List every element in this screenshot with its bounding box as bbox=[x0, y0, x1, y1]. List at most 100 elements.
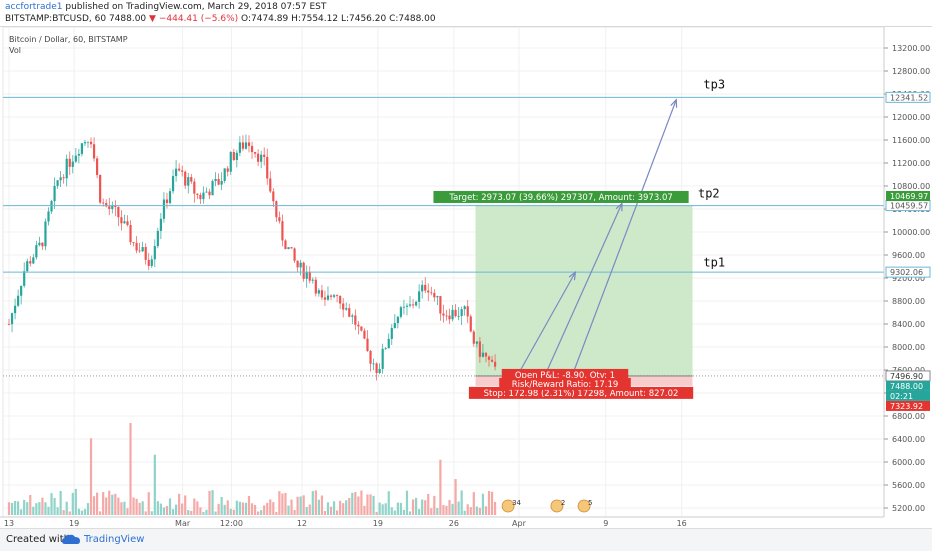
candle bbox=[7, 318, 11, 326]
volume-bar bbox=[53, 497, 56, 515]
candle bbox=[47, 207, 50, 226]
volume-bar bbox=[7, 502, 11, 515]
volume-bar bbox=[469, 507, 472, 515]
candle bbox=[223, 168, 226, 184]
volume-bar bbox=[281, 493, 284, 515]
volume-bar bbox=[478, 507, 481, 515]
volume-bar bbox=[345, 500, 348, 515]
candle bbox=[50, 199, 53, 214]
candle-body bbox=[178, 168, 181, 171]
trend-arrow[interactable] bbox=[545, 201, 623, 374]
volume-bar bbox=[493, 501, 497, 515]
candle bbox=[74, 148, 77, 164]
candle bbox=[296, 260, 299, 273]
volume-bar bbox=[421, 499, 424, 515]
volume-bar bbox=[10, 502, 14, 515]
profit-zone[interactable] bbox=[475, 204, 693, 376]
trend-arrow[interactable] bbox=[572, 98, 678, 374]
volume-bar bbox=[74, 488, 77, 515]
candle-body bbox=[345, 308, 348, 310]
candle-body bbox=[202, 192, 205, 200]
candle bbox=[427, 283, 430, 301]
candle bbox=[99, 174, 102, 205]
volume-bar bbox=[35, 503, 38, 515]
candle-body bbox=[102, 202, 105, 204]
price-tag[interactable]: 10469.97 bbox=[886, 190, 930, 201]
tradingview-brand[interactable]: TradingView bbox=[84, 534, 145, 545]
volume-bar bbox=[348, 497, 351, 515]
volume-bar bbox=[375, 511, 378, 515]
volume-bar bbox=[378, 502, 381, 515]
event-marker[interactable]: 5 bbox=[577, 499, 593, 513]
candle-body bbox=[53, 185, 56, 202]
volume-bar bbox=[314, 490, 317, 515]
price-tag-bg bbox=[886, 390, 930, 401]
price-chart[interactable]: Target: 2973.07 (39.66%) 297307, Amount:… bbox=[0, 26, 932, 529]
candle-body bbox=[138, 250, 141, 252]
candle bbox=[275, 200, 278, 223]
candle-body bbox=[159, 218, 162, 231]
price-tag[interactable]: 7323.92 bbox=[886, 400, 930, 411]
candle bbox=[439, 295, 442, 321]
candle bbox=[165, 192, 169, 209]
event-count: 2 bbox=[561, 499, 565, 507]
price-tag[interactable]: 7496.90 bbox=[885, 370, 931, 382]
candle bbox=[71, 155, 74, 174]
candle-body bbox=[348, 308, 351, 317]
trend-arrow[interactable] bbox=[518, 270, 577, 374]
volume-bar bbox=[190, 510, 193, 515]
candle-body bbox=[378, 368, 381, 374]
chart-area[interactable]: Target: 2973.07 (39.66%) 297307, Amount:… bbox=[0, 26, 932, 529]
candle bbox=[387, 333, 390, 349]
risk-reward-label[interactable]: Risk/Reward Ratio: 17.19 bbox=[499, 377, 631, 390]
level-price-tag[interactable]: 9302.06 bbox=[885, 266, 931, 278]
candle bbox=[244, 134, 248, 150]
candle-body bbox=[162, 199, 166, 219]
candle bbox=[190, 173, 193, 184]
volume-bar bbox=[323, 511, 327, 515]
event-marker[interactable]: 34 bbox=[501, 499, 522, 513]
event-marker[interactable]: 2 bbox=[550, 499, 565, 513]
annotation-tp2[interactable]: tp2 bbox=[698, 187, 720, 201]
candle-body bbox=[126, 221, 129, 226]
candle bbox=[272, 188, 275, 208]
target-label[interactable]: Target: 2973.07 (39.66%) 297307, Amount:… bbox=[433, 190, 689, 203]
candle bbox=[114, 200, 117, 217]
annotation-tp3[interactable]: tp3 bbox=[703, 77, 725, 91]
candle-body bbox=[375, 363, 378, 374]
candle bbox=[56, 180, 59, 189]
candle bbox=[326, 286, 330, 301]
volume-bar bbox=[159, 503, 162, 515]
candle bbox=[490, 355, 494, 363]
candle bbox=[421, 280, 424, 299]
author-link[interactable]: accfortrade1 bbox=[5, 2, 63, 12]
candle-body bbox=[117, 207, 120, 218]
volume-bar bbox=[320, 495, 324, 515]
candle-body bbox=[493, 361, 497, 367]
candle-body bbox=[190, 177, 193, 182]
candle-body bbox=[278, 217, 281, 222]
price-tag-bg bbox=[886, 380, 930, 391]
candle bbox=[68, 151, 71, 176]
volume-bar bbox=[418, 509, 421, 515]
price-tag[interactable]: 02:21 bbox=[886, 390, 930, 401]
stop-label-text: Stop: 172.98 (2.31%) 17298, Amount: 827.… bbox=[484, 389, 679, 399]
candle-body bbox=[214, 179, 217, 182]
horizontal-levels bbox=[3, 96, 884, 377]
volume-bar bbox=[71, 492, 74, 515]
annotation-tp1[interactable]: tp1 bbox=[703, 256, 725, 270]
candle-body bbox=[247, 142, 251, 146]
risk-reward-label-bg bbox=[499, 377, 631, 390]
volume-bar bbox=[475, 506, 478, 515]
volume-bar bbox=[223, 504, 226, 515]
footer: Created with TradingView bbox=[0, 528, 932, 551]
price-tag[interactable]: 7488.00 bbox=[886, 380, 930, 391]
level-price-tag[interactable]: 12341.52 bbox=[885, 91, 931, 103]
candle bbox=[290, 247, 293, 249]
volume-bar bbox=[138, 502, 141, 515]
y-tick-label: 8400.00 bbox=[892, 320, 925, 329]
volume-bar bbox=[460, 490, 463, 515]
level-price-tag[interactable]: 10459.57 bbox=[885, 200, 931, 212]
candle bbox=[26, 258, 29, 273]
volume-bar bbox=[454, 479, 457, 515]
